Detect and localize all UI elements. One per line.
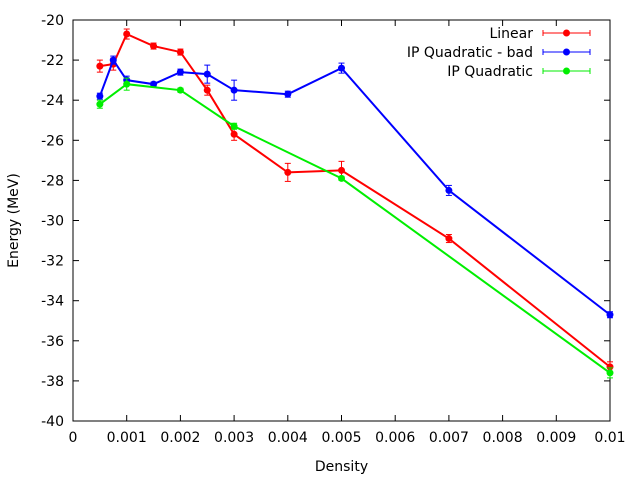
x-axis-ticks: 0 0.001 0.002 0.003 0.004 0.005 0.006 0.007 0.00… (69, 20, 626, 446)
y-tick-label: -32 (41, 254, 64, 270)
data-point (123, 30, 131, 38)
y-tick-label: -38 (41, 374, 64, 390)
x-tick-label: 0.002 (160, 430, 200, 446)
data-point (445, 235, 453, 243)
data-point (150, 42, 158, 50)
y-axis-title: Energy (MeV) (6, 173, 22, 268)
data-point (606, 369, 614, 377)
data-point (96, 62, 104, 70)
series-line (99, 83, 611, 374)
x-tick-label: 0.007 (429, 430, 469, 446)
data-point (109, 56, 117, 64)
data-point (445, 186, 453, 194)
x-axis-title: Density (315, 459, 368, 475)
data-point (284, 90, 292, 98)
legend-marker (563, 67, 570, 75)
series-1 (96, 55, 614, 319)
x-tick-label: 0.004 (268, 430, 308, 446)
data-point (176, 68, 184, 76)
data-point (338, 174, 345, 182)
data-point (284, 168, 292, 176)
x-tick-label: 0.008 (483, 430, 523, 446)
y-tick-label: -22 (41, 53, 64, 69)
data-point (230, 86, 238, 94)
data-point (606, 311, 614, 319)
data-point (123, 80, 131, 88)
legend-label: IP Quadratic (447, 64, 533, 80)
legend-marker (563, 29, 570, 37)
legend: Linear IP Quadratic - bad IP Quadratic (407, 26, 591, 80)
series-layer (96, 28, 614, 379)
y-tick-label: -40 (41, 414, 64, 430)
data-point (230, 122, 238, 130)
data-point (203, 86, 211, 94)
y-tick-label: -36 (41, 334, 64, 350)
x-tick-label: 0.006 (375, 430, 415, 446)
data-point (203, 70, 211, 78)
series-2 (96, 77, 614, 379)
x-tick-label: 0.001 (107, 430, 147, 446)
y-tick-label: -26 (41, 133, 64, 149)
legend-label: Linear (489, 26, 533, 42)
data-point (338, 166, 345, 174)
data-point (150, 80, 158, 88)
series-0 (96, 28, 614, 373)
y-tick-label: -30 (41, 214, 64, 230)
x-tick-label: 0 (69, 430, 78, 446)
data-point (176, 48, 184, 56)
y-tick-label: -20 (41, 13, 64, 29)
legend-marker (563, 48, 570, 56)
y-tick-label: -28 (41, 173, 64, 189)
legend-label: IP Quadratic - bad (407, 45, 533, 61)
x-tick-label: 0.009 (536, 430, 576, 446)
data-point (96, 92, 104, 100)
data-point (230, 130, 238, 138)
y-axis-ticks: -20 -22 -24 -26 -28 -30 -32 -34 -36 -38 -40 (41, 13, 610, 430)
data-point (176, 86, 184, 94)
data-point (606, 363, 614, 371)
y-tick-label: -34 (41, 294, 64, 310)
x-tick-label: 0.01 (594, 430, 625, 446)
y-tick-label: -24 (41, 93, 64, 109)
x-tick-label: 0.005 (321, 430, 361, 446)
x-tick-label: 0.003 (214, 430, 254, 446)
data-point (96, 100, 104, 108)
data-point (338, 64, 345, 72)
